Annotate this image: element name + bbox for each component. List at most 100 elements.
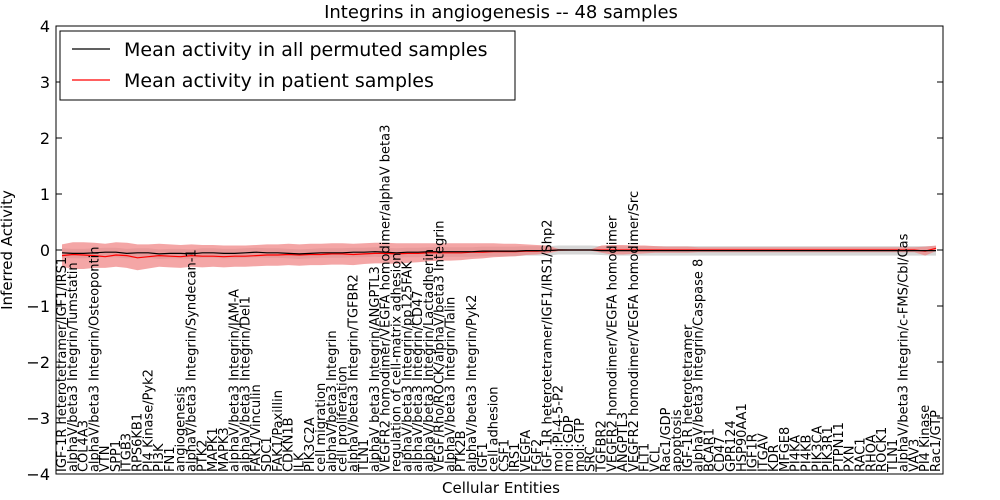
category-label: alphaV/beta3 Integrin/Pyk2: [465, 295, 480, 472]
category-label: PTK2B: [454, 430, 469, 472]
category-label: MAPK1: [206, 427, 221, 472]
y-tick-label: 3: [40, 73, 50, 92]
y-tick-label: −2: [26, 353, 50, 372]
category-label: RPS6KB1: [131, 413, 146, 472]
category-label: alphaV/beta3 Integrin/c-FMS/Cbl/Cas: [897, 233, 912, 472]
category-label: alphaV/beta3 Integrin/Tumstatin: [66, 262, 81, 472]
category-label: RHOA: [864, 434, 879, 472]
category-label: VAV3: [907, 439, 922, 472]
category-label: ROCK1: [875, 427, 890, 472]
category-label: VEGFR2 homodimer/VEGFA homodimer: [605, 215, 620, 472]
category-label: ITGAV: [756, 433, 771, 472]
category-label: alphaV/beta3 Integrin/pp125FAK: [400, 261, 415, 473]
category-label: RAC1: [854, 437, 869, 472]
category-label: alphaV/beta3 Integrin/Syndecan-1: [185, 249, 200, 472]
series-lines: [61, 247, 937, 259]
y-tick-label: 2: [40, 129, 50, 148]
category-label: BCAR1: [702, 428, 717, 472]
category-label: SDC1: [260, 436, 275, 472]
category-label: PXN: [843, 446, 858, 472]
plot-area: IGF-1R heterotetramer/IGF1/IRS1alphaV/be…: [26, 17, 944, 484]
y-tick-label: 0: [40, 241, 50, 260]
category-label: CSF1: [497, 439, 512, 472]
category-label: FGF2: [530, 439, 545, 472]
y-tick-label: −3: [26, 409, 50, 428]
category-label: IGF1: [476, 442, 491, 472]
category-label: FLT1: [638, 443, 653, 472]
category-label: GPR124: [724, 420, 739, 472]
category-label: cell migration: [314, 383, 329, 472]
category-label: VCL: [649, 446, 664, 472]
x-axis-label: Cellular Entities: [442, 479, 560, 497]
category-label: alphaV beta3 Integrin/ANGPTL3: [368, 266, 383, 472]
category-label: MAPK3: [217, 427, 232, 472]
category-label: apoptosis: [670, 409, 685, 472]
permuted-mean-line: [61, 249, 936, 255]
category-label: PIK3R1: [821, 426, 836, 472]
category-label: FAK1/Paxillin: [271, 390, 286, 472]
category-label: VEGFR2 homodimer/VEGFA homodimer/Src: [627, 191, 642, 472]
category-label: FAK1/Vinculin: [249, 384, 264, 472]
category-label: IGF-1R heterotetramer/IGF1/IRS1/Shp2: [541, 219, 556, 472]
category-label: HSP90AA1: [735, 403, 750, 472]
category-label: cell adhesion: [487, 386, 502, 472]
category-label: VEGFR2 homodimer/VEGFA homodimer/alphaV …: [379, 125, 394, 472]
category-label: mol:GDP: [562, 415, 577, 472]
category-label: SRC: [584, 446, 599, 472]
category-label: Rac1/GDP: [659, 407, 674, 472]
category-label: alphaV/beta3 Integrin: [325, 330, 340, 472]
category-label: regulation of cell-matrix adhesion: [390, 253, 405, 472]
category-label: alphaV/beta3 Integrin/CD47: [411, 290, 426, 472]
y-axis-label: Inferred Activity: [0, 190, 16, 310]
category-label: IGF1R: [746, 433, 761, 472]
category-label: alphaV/beta3 Integrin/Osteopontin: [87, 247, 102, 472]
category-label: alphaV/beta3 Integrin/Talin: [443, 297, 458, 472]
legend-entry-permuted: Mean activity in all permuted samples: [124, 39, 487, 61]
category-label: COL4A3: [77, 420, 92, 472]
category-label: ITGB3: [120, 433, 135, 472]
category-label: IGF-1R heterotetramer: [681, 324, 696, 472]
patient-band: [62, 242, 936, 271]
category-label: cell proliferation: [336, 366, 351, 472]
category-label: PI4KB: [800, 435, 815, 472]
category-label: TGFBR2: [595, 420, 610, 473]
category-label: alphaV/beta3 Integrin/Del1: [238, 296, 253, 472]
chart-title: Integrins in angiogenesis -- 48 samples: [324, 2, 678, 23]
legend-box: [59, 30, 516, 101]
category-label: PTK2: [195, 439, 210, 472]
category-label: TLN1: [886, 439, 901, 473]
y-axis-ticks: −4 −3 −2 −1 0 1 2 3 4: [26, 17, 943, 484]
category-label: alphaV/beta3 Integrin/Caspase 8: [692, 259, 707, 472]
category-label: VEGF/Rho/ROCK/alphaV/beta3 Integrin: [433, 220, 448, 472]
category-label: PIK3CA: [810, 425, 825, 472]
category-label: PI3K: [152, 443, 167, 472]
category-label: mol:PI-4-5-P2: [551, 385, 566, 472]
y-tick-label: −4: [26, 465, 50, 484]
legend: Mean activity in all permuted samples Me…: [59, 30, 516, 101]
category-label: VEGFA: [519, 430, 534, 472]
category-label: PI4 Kinase/Pyk2: [141, 369, 156, 472]
y-tick-label: −1: [26, 297, 50, 316]
category-label: alphaV/beta3 Integrin/JAM-A: [228, 289, 243, 472]
category-label: SPP1: [109, 440, 124, 472]
category-label: PIK3C2A: [303, 417, 318, 472]
category-label: CD47: [713, 436, 728, 472]
category-label: ANGPTL3: [616, 412, 631, 472]
y-tick-label: 1: [40, 185, 50, 204]
category-label: alphaV/beta3 Integrin/Lactadherin: [422, 249, 437, 472]
legend-entry-patient: Mean activity in patient samples: [124, 70, 434, 92]
category-label: TLN1: [357, 439, 372, 473]
category-label: PI4KA: [789, 435, 804, 472]
category-label: MFGE8: [778, 427, 793, 472]
category-label: ILK: [292, 452, 307, 472]
category-label: mol:GTP: [573, 418, 588, 472]
category-label: VTN: [98, 445, 113, 472]
category-label: PTPN11: [832, 422, 847, 472]
category-label: angiogenesis: [174, 386, 189, 472]
category-label: PI4 Kinase: [918, 405, 933, 472]
category-label: FN1: [163, 447, 178, 472]
category-label: CDKN1B: [282, 417, 297, 472]
category-label: IRS1: [508, 443, 523, 472]
category-label: KDR: [767, 444, 782, 472]
